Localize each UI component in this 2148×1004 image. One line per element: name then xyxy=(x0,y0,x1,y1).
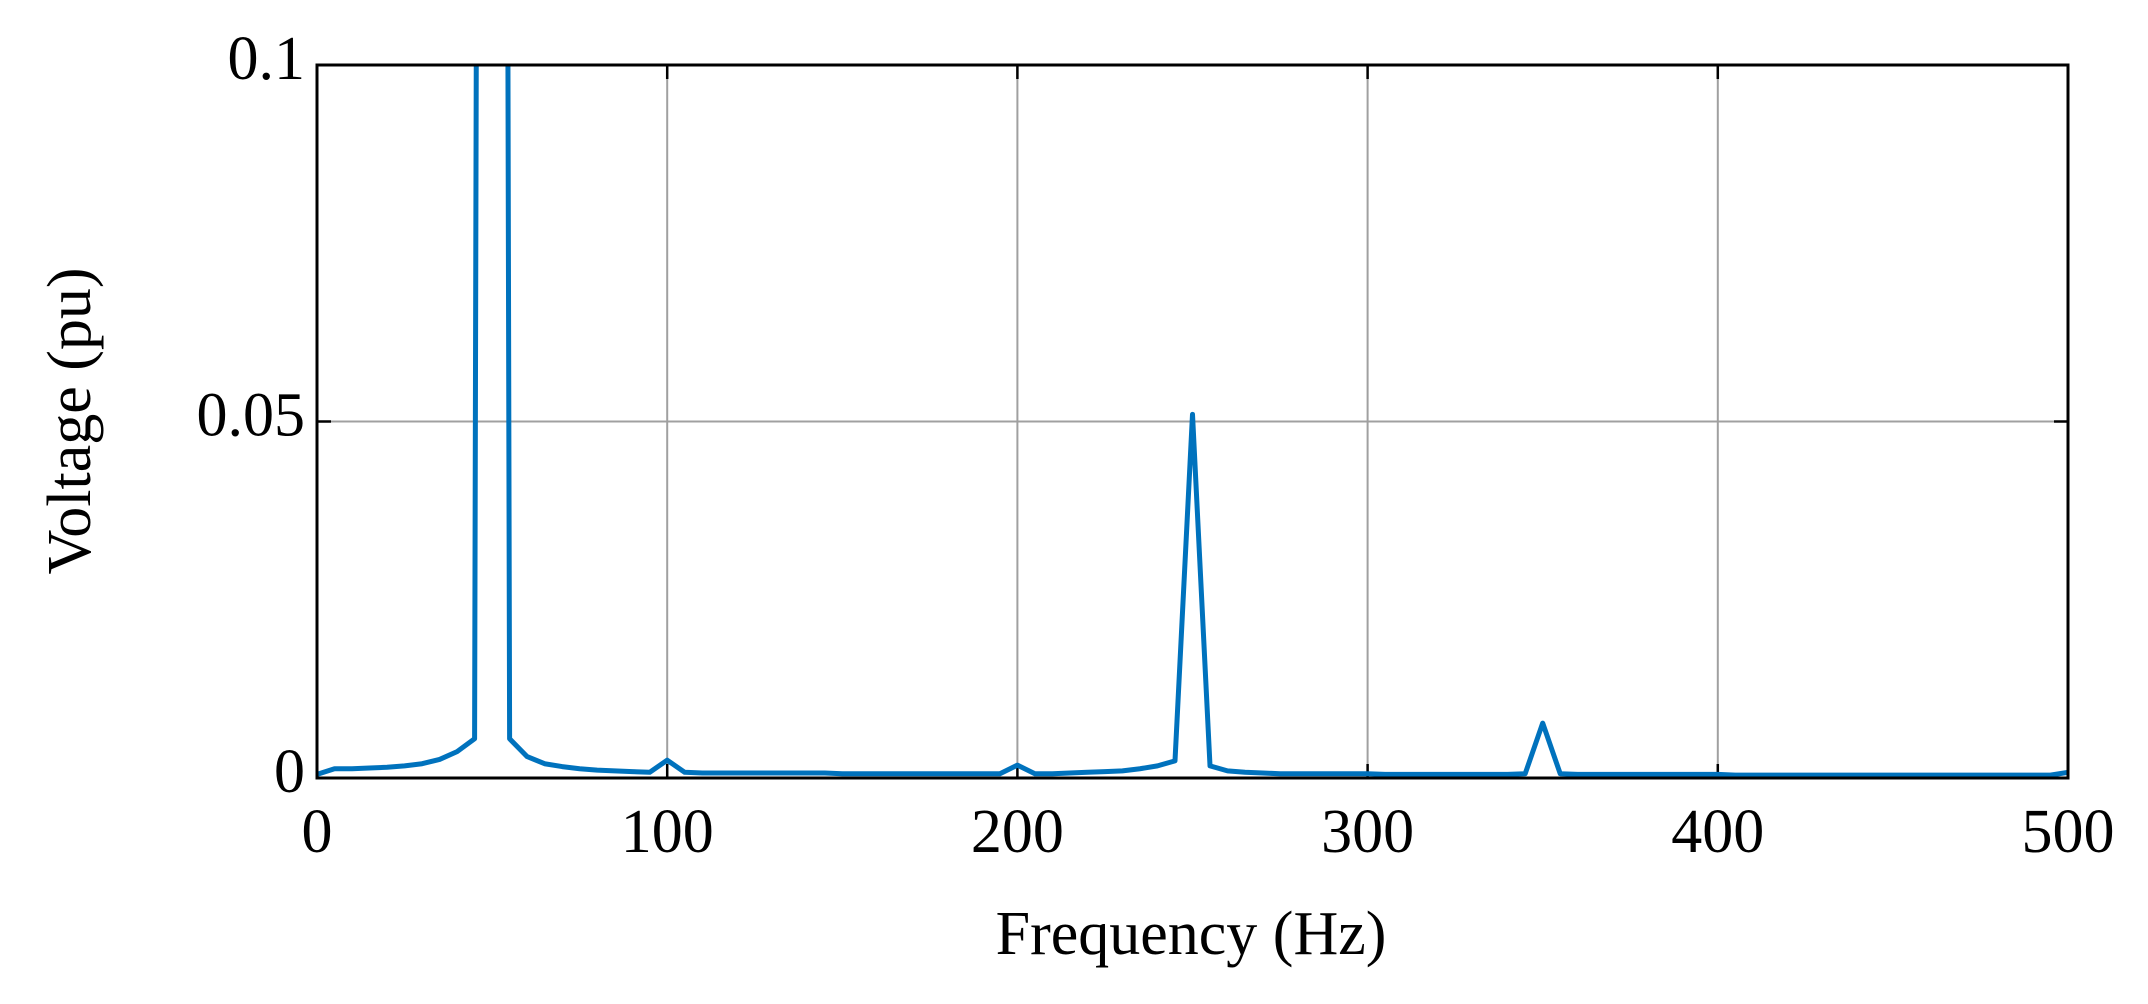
data-line xyxy=(317,65,2068,778)
plot-frame xyxy=(315,63,2070,780)
x-tick-label: 300 xyxy=(1321,798,1414,866)
x-axis-label: Frequency (Hz) xyxy=(996,900,1387,968)
x-tick-label: 400 xyxy=(1671,798,1764,866)
x-tick-label: 200 xyxy=(971,798,1064,866)
y-tick-label: 0.1 xyxy=(228,25,306,93)
y-axis-label: Voltage (pu) xyxy=(36,267,104,574)
x-tick-label: 0 xyxy=(302,798,333,866)
x-tick-label: 500 xyxy=(2022,798,2115,866)
y-tick-label: 0 xyxy=(274,738,305,806)
x-tick-label: 100 xyxy=(621,798,714,866)
y-tick-label: 0.05 xyxy=(197,382,306,450)
